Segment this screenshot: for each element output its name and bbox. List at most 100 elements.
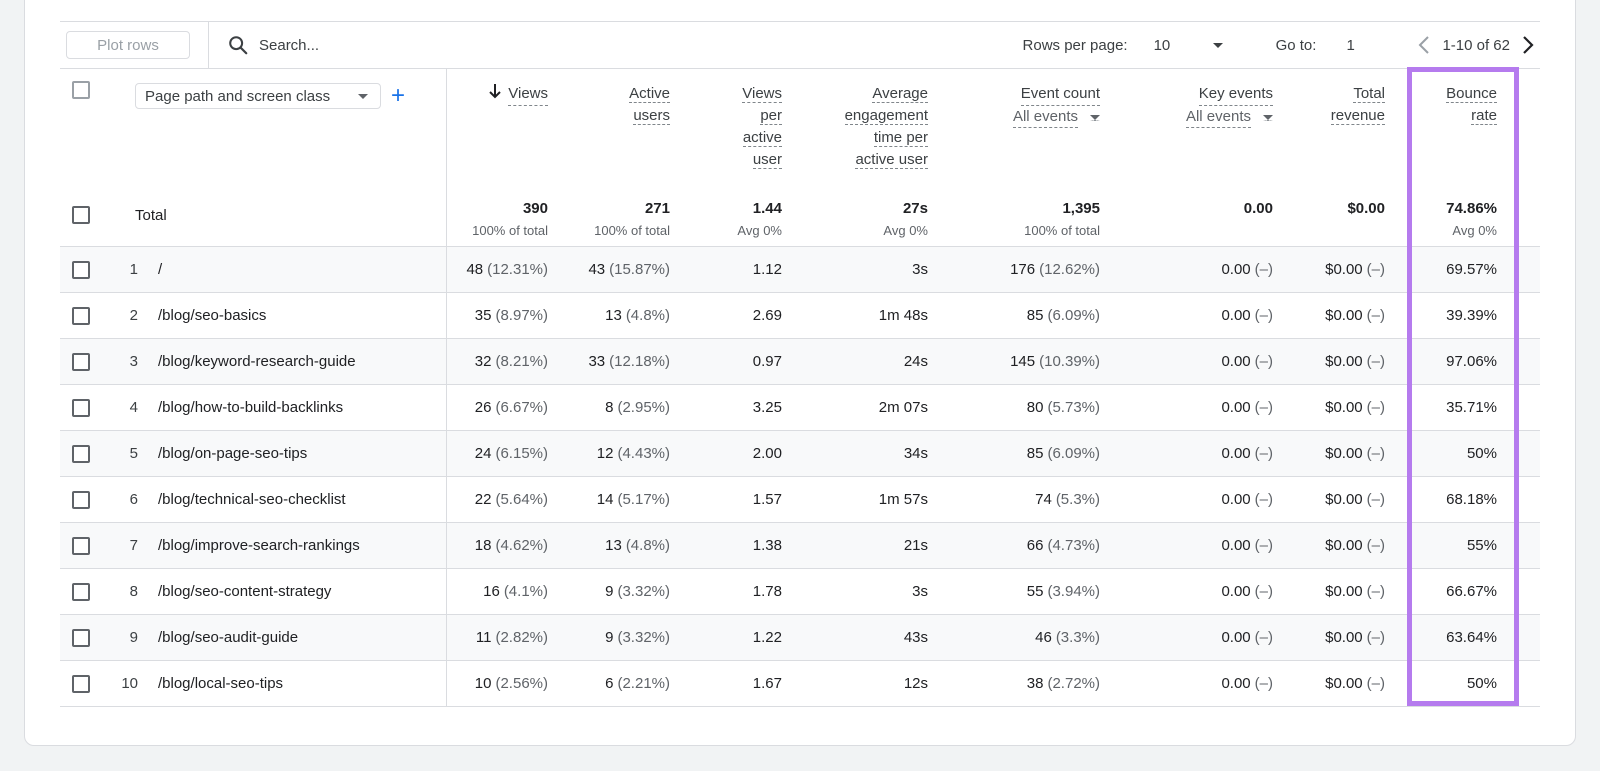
dimension-select[interactable]: Page path and screen class xyxy=(135,83,381,109)
active-users-pct: (2.21%) xyxy=(617,675,670,692)
row-checkbox[interactable] xyxy=(72,582,90,601)
active-users-pct: (4.43%) xyxy=(617,445,670,462)
vpau-value: 2.00 xyxy=(752,445,782,462)
row-checkbox[interactable] xyxy=(72,398,90,417)
select-all-checkbox[interactable] xyxy=(72,206,90,224)
arrow-down-icon xyxy=(488,83,502,106)
event-count-cell: 66 (4.73%) xyxy=(928,523,1100,568)
table-row[interactable]: 2/blog/seo-basics 35 (8.97%) 13 (4.8%) 2.69 1m… xyxy=(60,293,1540,339)
previous-page-icon[interactable] xyxy=(1412,33,1436,57)
key-events-header[interactable]: Key events All events 0.00 xyxy=(1100,69,1273,246)
event-count-pct: (4.73%) xyxy=(1047,537,1100,554)
row-checkbox[interactable] xyxy=(72,628,90,647)
key-events-value: 0.00 xyxy=(1221,353,1251,370)
table-row[interactable]: 8/blog/seo-content-strategy 16 (4.1%) 9 (3.3… xyxy=(60,569,1540,615)
bounce-rate-header[interactable]: Bounce rate 74.86% Avg 0% xyxy=(1385,69,1515,246)
vpau-label-4: user xyxy=(752,151,782,169)
key-events-value: 0.00 xyxy=(1221,491,1251,508)
aet-cell: 34s xyxy=(782,431,928,476)
bounce-rate-value: 50% xyxy=(1466,445,1497,462)
aet-value: 2m 07s xyxy=(878,399,928,416)
table-row[interactable]: 5/blog/on-page-seo-tips 24 (6.15%) 12 (4.43%… xyxy=(60,431,1540,477)
row-checkbox[interactable] xyxy=(72,444,90,463)
views-cell: 24 (6.15%) xyxy=(446,431,548,476)
event-count-cell: 38 (2.72%) xyxy=(928,661,1100,706)
table-row[interactable]: 10/blog/local-seo-tips 10 (2.56%) 6 (2.21%) 1… xyxy=(60,661,1540,707)
search-input[interactable] xyxy=(259,36,559,54)
views-cell: 22 (5.64%) xyxy=(446,477,548,522)
page-path[interactable]: /blog/local-seo-tips xyxy=(158,675,284,692)
caret-down-icon xyxy=(1263,114,1273,121)
event-count-label: Event count xyxy=(1020,83,1100,106)
event-count-pct: (2.72%) xyxy=(1047,675,1100,692)
key-events-pct: (–) xyxy=(1254,445,1273,462)
vpau-label-1: Views xyxy=(742,85,782,103)
table-row[interactable]: 4/blog/how-to-build-backlinks 26 (6.67%) 8(… xyxy=(60,385,1540,431)
revenue-label-2: revenue xyxy=(1330,107,1385,125)
row-index: 8 xyxy=(129,583,138,600)
table-row[interactable]: 6/blog/technical-seo-checklist 22 (5.64%) 1… xyxy=(60,477,1540,523)
row-index: 7 xyxy=(129,537,138,554)
engagement-time-header[interactable]: Average engagement time per active user … xyxy=(782,69,928,246)
row-checkbox[interactable] xyxy=(72,490,90,509)
aet-value: 1m 48s xyxy=(878,307,928,324)
aet-cell: 3s xyxy=(782,569,928,614)
page-path[interactable]: /blog/on-page-seo-tips xyxy=(158,445,308,462)
active-users-cell: 9 (3.32%) xyxy=(548,615,670,660)
event-count-header[interactable]: Event count All events 1,395 100% of tot… xyxy=(928,69,1100,246)
aet-cell: 21s xyxy=(782,523,928,568)
views-pct: (2.82%) xyxy=(495,629,548,646)
plus-icon[interactable]: + xyxy=(391,82,406,109)
page-path[interactable]: /blog/seo-basics xyxy=(158,307,267,324)
table-header: Page path and screen class + Total Views… xyxy=(60,69,1540,247)
total-aet-sub: Avg 0% xyxy=(883,223,928,238)
table-row[interactable]: 9/blog/seo-audit-guide 11 (2.82%) 9 (3.32%) 1… xyxy=(60,615,1540,661)
revenue-pct: (–) xyxy=(1366,261,1385,278)
go-to-page-input[interactable]: 1 xyxy=(1346,36,1355,54)
page-path[interactable]: /blog/technical-seo-checklist xyxy=(158,491,346,508)
row-checkbox[interactable] xyxy=(72,674,90,693)
row-checkbox[interactable] xyxy=(72,536,90,555)
revenue-pct: (–) xyxy=(1366,307,1385,324)
active-users-label-1: Active xyxy=(629,85,670,103)
plot-rows-button[interactable]: Plot rows xyxy=(66,31,190,59)
active-users-cell: 8 (2.95%) xyxy=(548,385,670,430)
select-all-header-checkbox[interactable] xyxy=(72,81,90,99)
vpau-cell: 1.57 xyxy=(670,477,782,522)
row-checkbox[interactable] xyxy=(72,306,90,325)
rows-per-page-select[interactable]: 10 xyxy=(1154,37,1224,54)
page-path[interactable]: /blog/seo-content-strategy xyxy=(158,583,332,600)
event-count-filter-label: All events xyxy=(1012,107,1078,128)
views-per-user-header[interactable]: Views per active user 1.44 Avg 0% xyxy=(670,69,782,246)
page-path[interactable]: / xyxy=(158,261,163,278)
key-events-filter[interactable]: All events xyxy=(1185,107,1273,128)
bounce-rate-cell: 63.64% xyxy=(1385,615,1515,660)
table-row[interactable]: 7/blog/improve-search-rankings 18 (4.62%) 1… xyxy=(60,523,1540,569)
row-checkbox[interactable] xyxy=(72,352,90,371)
page-path[interactable]: /blog/seo-audit-guide xyxy=(158,629,299,646)
key-events-cell: 0.00 (–) xyxy=(1100,615,1273,660)
row-checkbox[interactable] xyxy=(72,260,90,279)
page-path[interactable]: /blog/how-to-build-backlinks xyxy=(158,399,344,416)
row-index: 1 xyxy=(129,261,138,278)
total-revenue-header[interactable]: Total revenue $0.00 xyxy=(1273,69,1385,246)
page-path[interactable]: /blog/improve-search-rankings xyxy=(158,537,360,554)
page-path[interactable]: /blog/keyword-research-guide xyxy=(158,353,356,370)
key-events-value: 0.00 xyxy=(1221,399,1251,416)
active-users-header[interactable]: Active users 271 100% of total xyxy=(548,69,670,246)
key-events-pct: (–) xyxy=(1254,583,1273,600)
total-event-count-sub: 100% of total xyxy=(1024,223,1100,238)
revenue-pct: (–) xyxy=(1366,399,1385,416)
vpau-cell: 1.22 xyxy=(670,615,782,660)
bounce-rate-value: 66.67% xyxy=(1446,583,1497,600)
table-row[interactable]: 1/48 (12.31%) 43 (15.87%) 1.12 3s 176 (12.62%) 0… xyxy=(60,247,1540,293)
event-count-cell: 80 (5.73%) xyxy=(928,385,1100,430)
vpau-cell: 1.12 xyxy=(670,247,782,292)
table-row[interactable]: 3/blog/keyword-research-guide 32 (8.21%) 33… xyxy=(60,339,1540,385)
next-page-icon[interactable] xyxy=(1516,33,1540,57)
views-header[interactable]: Views 390 100% of total xyxy=(446,69,548,246)
vpau-value: 1.38 xyxy=(752,537,782,554)
dimension-header: Page path and screen class + Total xyxy=(135,69,446,246)
event-count-filter[interactable]: All events xyxy=(1012,107,1100,128)
revenue-value: $0.00 xyxy=(1325,537,1363,554)
